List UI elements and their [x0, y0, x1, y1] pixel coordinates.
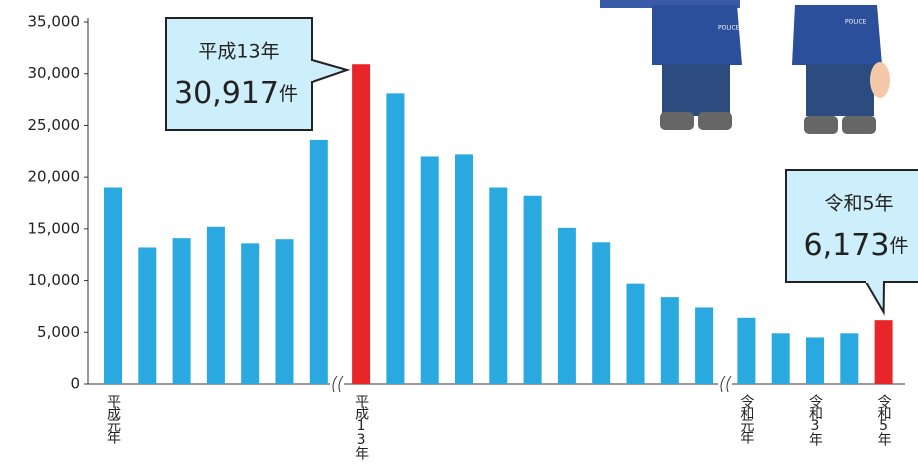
- bar: [771, 333, 790, 384]
- x-tick-label: 令和元年: [738, 394, 754, 444]
- x-tick-label: 令和5年: [876, 394, 892, 446]
- bar: [420, 156, 439, 384]
- y-tick-label: 10,000: [28, 271, 81, 289]
- value-label-number: 30,917: [174, 76, 279, 111]
- y-tick-label: 5,000: [37, 323, 80, 341]
- bar: [206, 226, 225, 384]
- callout-pointer-mask: [309, 61, 313, 81]
- svg-text:POLICE: POLICE: [718, 25, 740, 32]
- y-tick-label: 0: [70, 375, 80, 393]
- bar: [275, 239, 294, 384]
- value-label-unit: 件: [889, 235, 908, 257]
- bar: [489, 187, 508, 384]
- bar: [309, 139, 328, 384]
- bar: [626, 283, 645, 384]
- callout-title: 令和5年: [824, 193, 893, 215]
- bar: [592, 242, 611, 384]
- y-tick-label: 30,000: [28, 64, 81, 82]
- bar: [386, 93, 405, 384]
- illustration: POLICE POLICE: [600, 0, 890, 134]
- value-label-unit: 件: [279, 83, 298, 105]
- callout-pointer: [865, 281, 885, 316]
- callout-title: 平成13年: [198, 41, 279, 63]
- axis-break: [330, 375, 732, 393]
- y-tick-label: 25,000: [28, 116, 81, 134]
- bar: [737, 317, 756, 384]
- y-tick-label: 20,000: [28, 168, 81, 186]
- callout: 令和5年 6,173件: [785, 169, 918, 316]
- bar: [241, 243, 260, 384]
- x-tick-label: 平成元年: [105, 394, 121, 444]
- bar: [557, 227, 576, 384]
- bar: [172, 238, 191, 384]
- x-tick-label: 平成13年: [353, 394, 369, 460]
- bar: [806, 337, 824, 384]
- bar: [874, 320, 893, 384]
- callout: 平成13年 30,917件: [165, 17, 351, 131]
- bar: [840, 333, 859, 384]
- callout-box: [785, 169, 918, 283]
- callout-pointer-mask: [866, 279, 883, 283]
- bar: [138, 247, 157, 384]
- bar: [695, 307, 714, 384]
- bar: [352, 64, 371, 384]
- callout-box: [165, 17, 313, 131]
- bar: [455, 154, 473, 384]
- x-tick-label: 令和3年: [807, 394, 823, 446]
- y-tick-label: 15,000: [28, 219, 81, 237]
- svg-text:POLICE: POLICE: [845, 19, 867, 26]
- bar: [104, 187, 122, 384]
- value-label: 30,917件: [174, 76, 298, 111]
- bar: [660, 297, 679, 384]
- value-label: 6,173件: [804, 228, 909, 263]
- value-label-number: 6,173: [804, 228, 890, 263]
- callout-pointer: [311, 59, 351, 83]
- bar: [523, 195, 542, 384]
- y-tick-label: 35,000: [28, 13, 81, 31]
